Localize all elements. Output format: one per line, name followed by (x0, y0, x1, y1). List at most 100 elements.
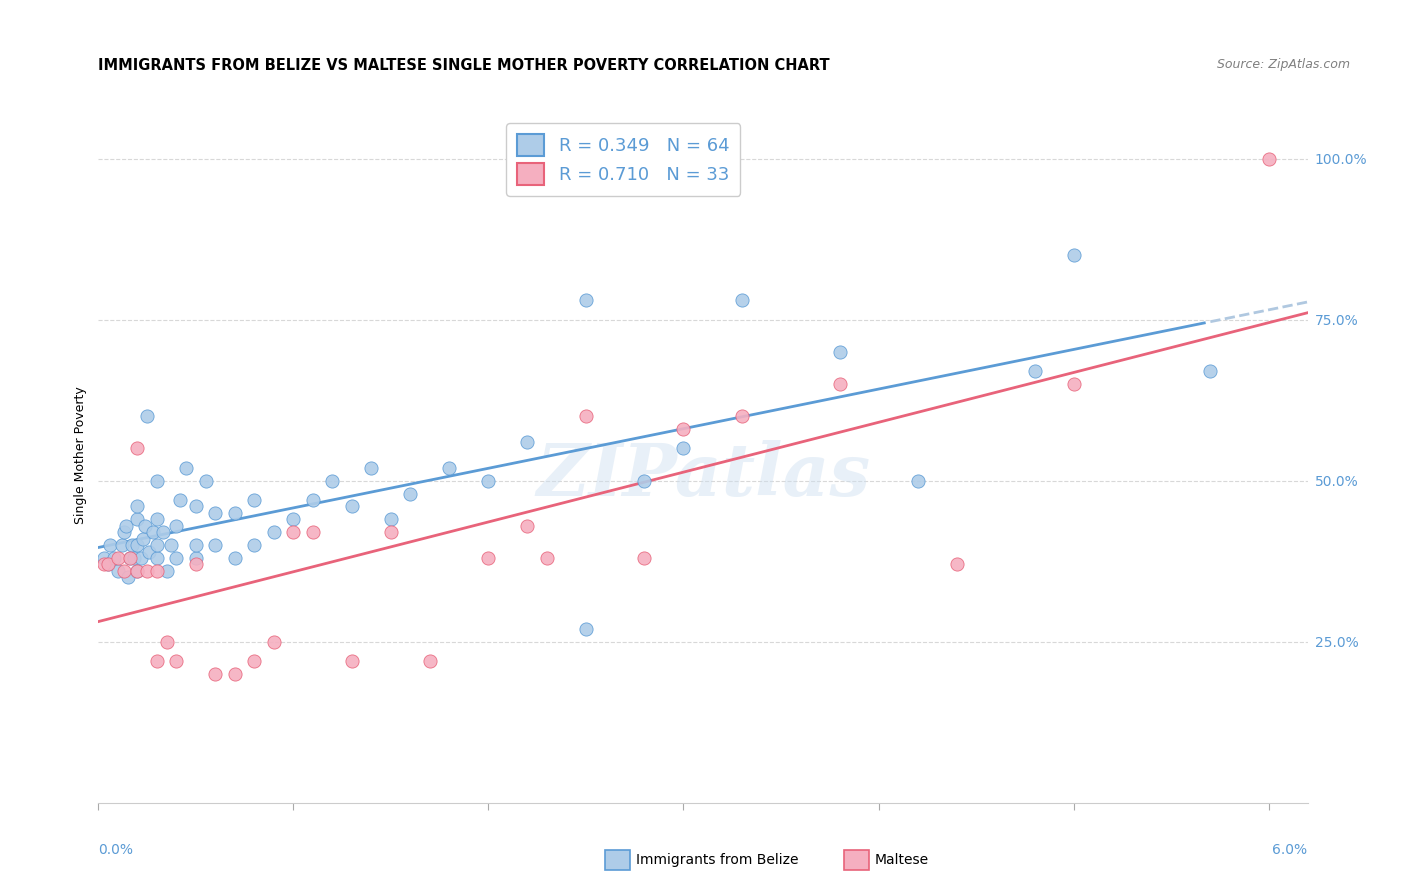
Point (114, 518, 136, 533)
Text: 0.0%: 0.0% (98, 843, 134, 857)
Point (224, 506, 246, 520)
Point (93, 558, 115, 572)
Point (131, 551, 153, 566)
Point (1199, 364, 1222, 378)
Point (156, 564, 179, 578)
Point (731, 293, 754, 308)
Point (98, 538, 121, 552)
Point (263, 525, 285, 540)
Point (117, 570, 139, 584)
Point (283, 512, 305, 526)
Point (146, 512, 169, 526)
Point (828, 344, 851, 359)
Point (477, 551, 499, 566)
Y-axis label: Single Mother Poverty: Single Mother Poverty (75, 386, 87, 524)
Point (672, 422, 695, 436)
Point (243, 654, 266, 668)
Point (127, 538, 149, 552)
Point (1024, 364, 1046, 378)
Point (1063, 377, 1085, 392)
Point (132, 532, 155, 546)
Text: 6.0%: 6.0% (1272, 843, 1308, 857)
Point (204, 506, 226, 520)
Point (146, 538, 169, 552)
Point (204, 667, 226, 681)
Point (477, 474, 499, 488)
Point (107, 551, 129, 566)
Point (575, 622, 598, 636)
Point (136, 409, 159, 424)
Point (828, 377, 851, 392)
Point (146, 564, 169, 578)
Point (112, 564, 135, 578)
Point (159, 538, 181, 552)
Point (174, 460, 197, 475)
Text: IMMIGRANTS FROM BELIZE VS MALTESE SINGLE MOTHER POVERTY CORRELATION CHART: IMMIGRANTS FROM BELIZE VS MALTESE SINGLE… (98, 58, 830, 73)
Point (945, 558, 967, 572)
Point (1063, 248, 1085, 262)
Point (399, 486, 422, 500)
Point (146, 654, 169, 668)
Point (536, 551, 558, 566)
Point (731, 409, 754, 424)
Point (103, 551, 125, 566)
Point (419, 654, 441, 668)
Point (97, 558, 120, 572)
Text: Source: ZipAtlas.com: Source: ZipAtlas.com (1216, 58, 1350, 71)
Point (165, 518, 187, 533)
Point (134, 518, 156, 533)
Text: ZIPatlas: ZIPatlas (536, 441, 870, 511)
Point (152, 525, 174, 540)
Point (1257, 152, 1279, 166)
Point (224, 667, 246, 681)
Point (127, 500, 149, 514)
Point (340, 500, 363, 514)
Point (907, 474, 929, 488)
Point (165, 551, 187, 566)
Point (127, 564, 149, 578)
Point (146, 551, 169, 566)
Point (243, 493, 266, 508)
Point (380, 525, 402, 540)
Point (136, 564, 159, 578)
Point (165, 654, 187, 668)
Point (107, 564, 129, 578)
Point (111, 538, 134, 552)
Point (633, 551, 655, 566)
Point (302, 493, 325, 508)
Point (127, 512, 149, 526)
Point (380, 512, 402, 526)
Point (184, 500, 207, 514)
Point (169, 493, 191, 508)
Point (127, 442, 149, 456)
Text: Maltese: Maltese (875, 853, 928, 867)
Point (263, 634, 285, 648)
Point (127, 564, 149, 578)
Point (122, 551, 145, 566)
Point (156, 634, 179, 648)
Point (224, 551, 246, 566)
Point (575, 409, 598, 424)
Point (516, 435, 538, 450)
Point (516, 518, 538, 533)
Point (633, 474, 655, 488)
Point (575, 293, 598, 308)
Point (283, 525, 305, 540)
Legend: R = 0.349   N = 64, R = 0.710   N = 33: R = 0.349 N = 64, R = 0.710 N = 33 (506, 123, 741, 196)
Point (439, 460, 461, 475)
Text: Immigrants from Belize: Immigrants from Belize (636, 853, 799, 867)
Point (142, 525, 165, 540)
Point (194, 474, 217, 488)
Point (97, 558, 120, 572)
Point (340, 654, 363, 668)
Point (184, 538, 207, 552)
Point (243, 538, 266, 552)
Point (360, 460, 382, 475)
Point (112, 525, 135, 540)
Point (302, 525, 325, 540)
Point (121, 538, 143, 552)
Point (146, 474, 169, 488)
Point (93, 551, 115, 566)
Point (204, 538, 226, 552)
Point (321, 474, 343, 488)
